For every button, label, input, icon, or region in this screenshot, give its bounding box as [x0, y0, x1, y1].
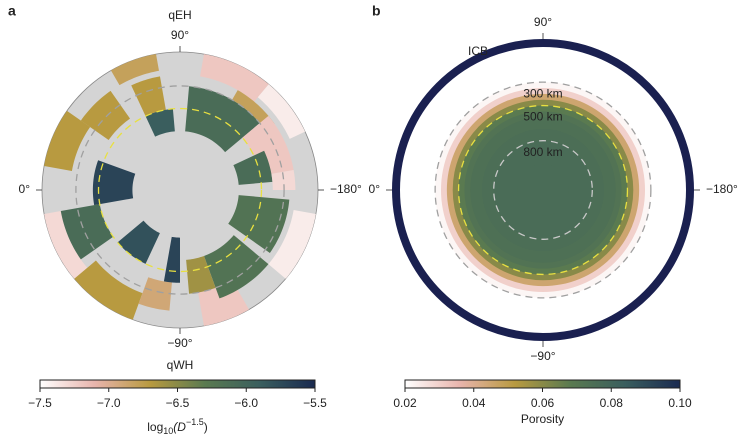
- sector: [44, 211, 88, 279]
- angle-label: 90°: [171, 28, 189, 42]
- sector: [60, 204, 114, 260]
- sector: [228, 195, 290, 253]
- colorbar-tick-label: −5.5: [303, 396, 327, 410]
- colorbar-tick-label: −6.5: [166, 396, 190, 410]
- angle-label: 0°: [19, 182, 31, 196]
- colorbar-label-part: (D: [173, 420, 186, 434]
- sector: [74, 260, 143, 320]
- colorbar-label: Porosity: [521, 412, 564, 426]
- depth-contour: [457, 104, 629, 276]
- sector: [257, 84, 306, 139]
- colorbar-tick-label: −7.5: [28, 396, 52, 410]
- sector: [80, 90, 131, 141]
- colorbar-tick-label: 0.02: [393, 396, 417, 410]
- colorbar-tick-label: 0.04: [462, 396, 486, 410]
- angle-label: −90°: [530, 349, 555, 363]
- sector: [204, 235, 269, 299]
- colorbar-tick-label: 0.06: [531, 396, 555, 410]
- colorbar-label-part: −1.5: [186, 417, 204, 427]
- bottom-label: qWH: [167, 358, 194, 372]
- colorbar-label: log10(D−1.5): [147, 417, 207, 436]
- sector: [111, 54, 159, 86]
- colorbar-tick-label: −6.0: [234, 396, 258, 410]
- sector: [138, 277, 172, 311]
- sector: [268, 210, 316, 279]
- panel-label: a: [8, 3, 16, 19]
- sector: [117, 220, 160, 264]
- depth-label: 500 km: [523, 110, 562, 124]
- sector: [163, 236, 180, 283]
- sector: [271, 169, 296, 190]
- sector: [131, 76, 166, 117]
- panel-label: b: [372, 3, 381, 19]
- colorbar: [39, 379, 316, 389]
- angle-label: −90°: [167, 336, 192, 350]
- top-label: qEH: [168, 8, 191, 22]
- colorbar-label-part: ): [204, 420, 208, 434]
- colorbar-label-part: 10: [163, 426, 173, 436]
- angle-label: 0°: [369, 182, 381, 196]
- sector: [186, 255, 216, 294]
- depth-label: 300 km: [523, 86, 562, 100]
- sector: [185, 86, 260, 153]
- sector: [92, 160, 136, 206]
- sector: [145, 108, 175, 137]
- colorbar-tick-label: 0.10: [668, 396, 692, 410]
- sector: [198, 280, 249, 326]
- depth-contour: [75, 85, 285, 295]
- colorbar-tick-label: −7.0: [97, 396, 121, 410]
- sector: [242, 115, 294, 176]
- sector: [200, 54, 269, 102]
- depth-contour: [493, 140, 593, 240]
- porosity-ring: [542, 189, 544, 191]
- depth-label: 800 km: [523, 145, 562, 159]
- colorbar-label-part: log: [147, 420, 163, 434]
- sector: [233, 150, 273, 185]
- colorbar-tick-label: 0.08: [600, 396, 624, 410]
- angle-label: −180°: [330, 182, 362, 196]
- depth-contour: [434, 81, 652, 299]
- angle-label: −180°: [706, 182, 738, 196]
- icb-ring: [392, 39, 694, 341]
- depth-contour: [97, 107, 263, 273]
- colorbar: [404, 379, 681, 389]
- angle-label: 90°: [534, 15, 552, 29]
- icb-label: ICB: [468, 44, 488, 58]
- sector: [44, 110, 91, 171]
